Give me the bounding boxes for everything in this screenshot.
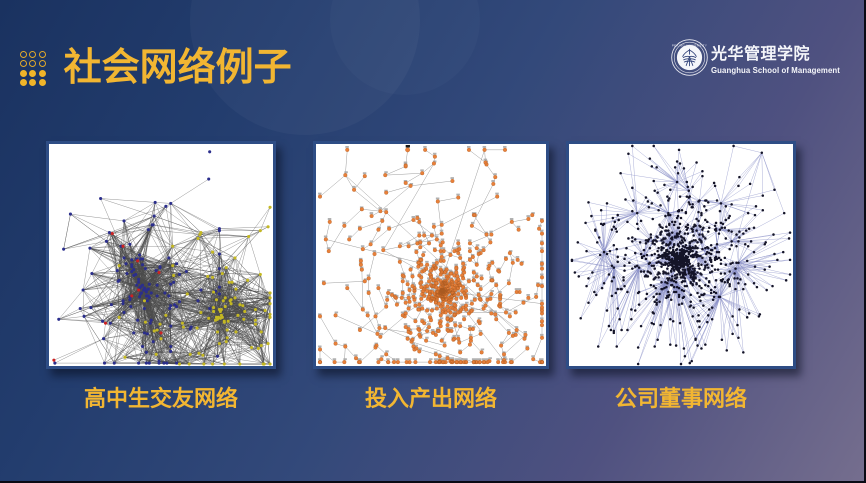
svg-text:PEKING UNIVERSITY: PEKING UNIVERSITY — [672, 43, 707, 47]
